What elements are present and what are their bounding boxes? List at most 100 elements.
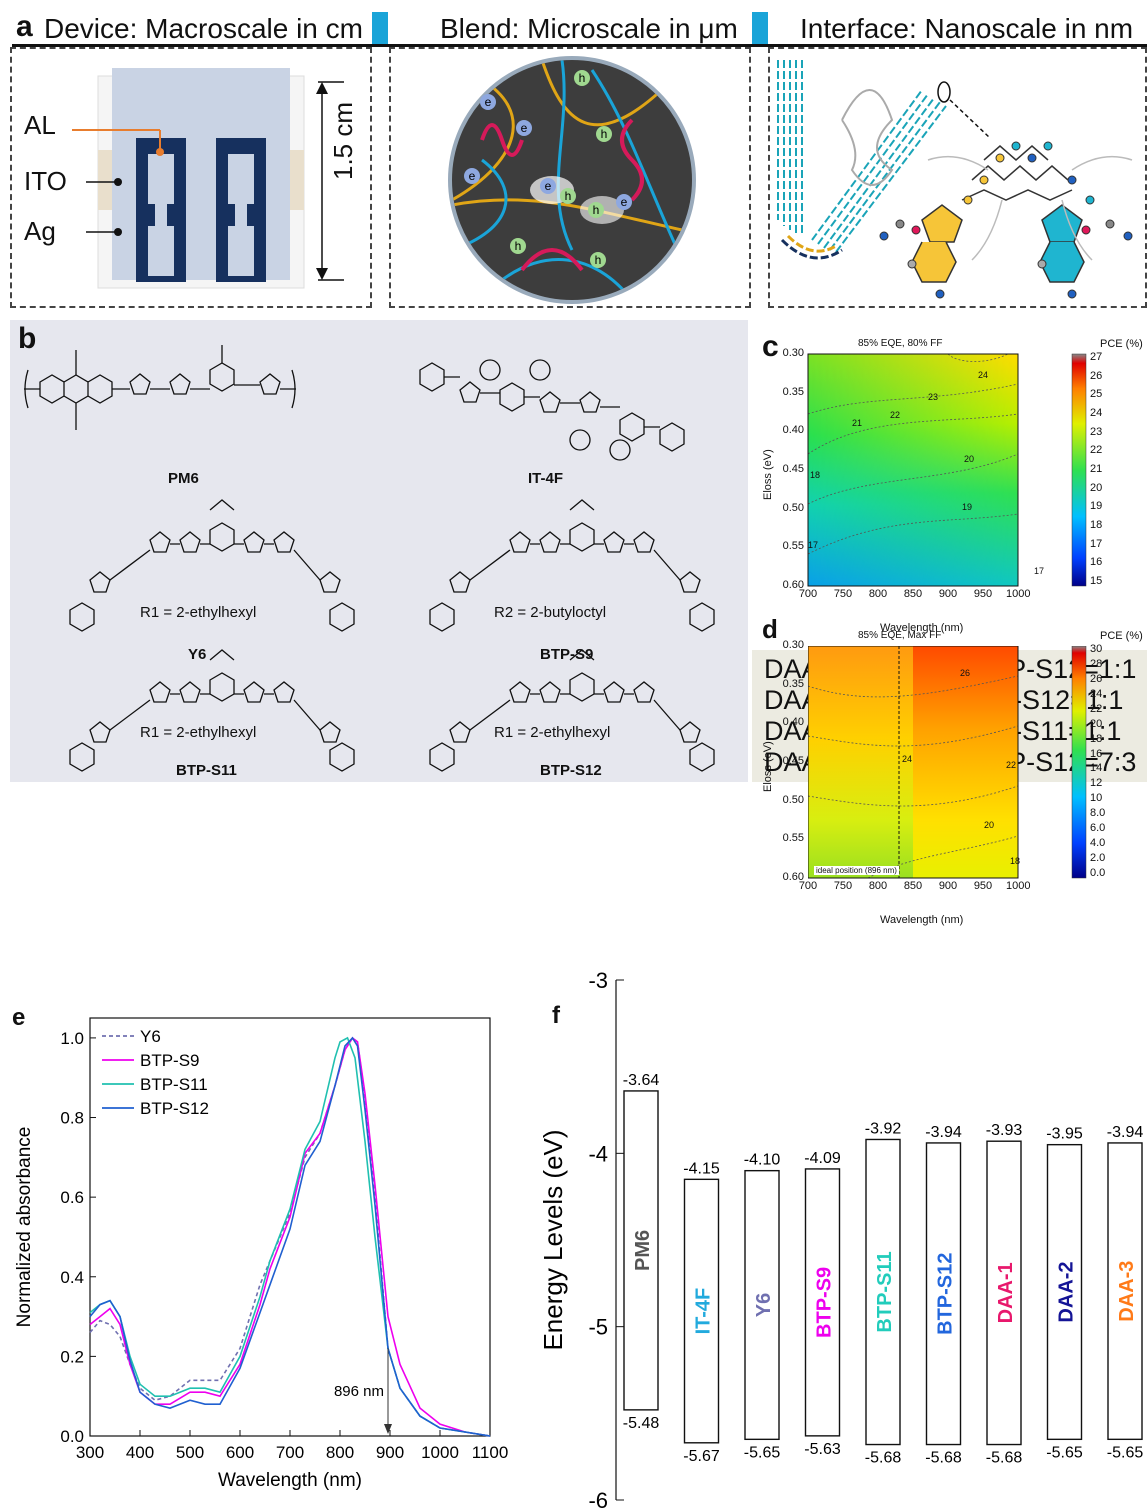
heatmap-bottom-ytick: 0.35 [782, 677, 804, 690]
panel-b-letter: b [18, 322, 37, 355]
heatmap-bottom-xtick: 950 [973, 880, 993, 892]
energy-bar-btp-s9 [804, 1168, 841, 1437]
y-tick-label: -6 [588, 1488, 608, 1512]
heatmap-top-ytick: 0.45 [782, 463, 804, 475]
y-axis-label: Normalized absorbance [14, 1127, 35, 1328]
heatmap-bottom-colorbar-tick: 2.0 [1090, 852, 1106, 865]
heatmap-bottom-colorbar-tick: 24 [1090, 687, 1103, 700]
heatmap-top-colorbar-tick: 27 [1090, 351, 1103, 363]
device-box [10, 47, 372, 308]
heatmap-top-contour-label: 19 [962, 502, 973, 512]
heatmap-top-xlabel: Wavelength (nm) [880, 622, 964, 634]
heatmap-bottom-xlabel: Wavelength (nm) [880, 914, 964, 926]
heatmap-top-xtick: 700 [798, 588, 818, 600]
heatmap-bottom-colorbar-tick: 8.0 [1090, 807, 1106, 820]
heatmap-bottom-colorbar-tick: 0.0 [1090, 867, 1106, 879]
y-axis-label: Energy Levels (eV) [538, 1129, 568, 1350]
molecule-name-pm6: PM6 [168, 470, 199, 487]
heatmap-bottom-ytick: 0.55 [782, 832, 804, 845]
bar-name-label: BTP-S11 [874, 1251, 896, 1332]
electron-label: e [521, 121, 528, 135]
lumo-label: -3.95 [1046, 1126, 1083, 1143]
homo-label: -5.68 [865, 1450, 902, 1467]
heatmap-bottom-ylabel: Eloss (eV) [762, 741, 774, 792]
header-separator [372, 12, 388, 44]
heatmap-bottom-colorbar-tick: 18 [1090, 732, 1103, 745]
heatmap-top-contour-label: 22 [890, 410, 901, 420]
heatmap-top-ytick: 0.50 [782, 501, 804, 514]
molecule-name-it4f: IT-4F [528, 470, 564, 487]
lumo-label: -4.10 [744, 1152, 781, 1169]
panel-a-letter: a [16, 10, 33, 43]
heatmap-top-colorbar-tick: 22 [1090, 444, 1103, 457]
interface-illustration [777, 60, 1133, 299]
homo-label: -5.67 [683, 1448, 720, 1465]
lumo-label: -3.94 [925, 1124, 962, 1141]
heatmap-top-colorbar-tick: 16 [1090, 556, 1103, 569]
y-tick-label: 0.8 [60, 1109, 84, 1128]
bar-name-label: Y6 [753, 1293, 775, 1317]
heatmap-bottom-xtick: 900 [938, 880, 958, 892]
energy-bar-daa-2 [1046, 1143, 1083, 1441]
blend-illustration: e e e e e h h h h h h [448, 56, 696, 304]
heatmap-bottom-ytick: 0.60 [782, 871, 804, 883]
bar-name-label: DAA-1 [995, 1262, 1017, 1323]
energy-level-chart: -3 -4 -5 -6 Energy Levels (eV) -3.64 -5.48 PM6 -… [538, 968, 1143, 1512]
electron-label: e [485, 95, 492, 109]
molecule-name-btps11: BTP-S11 [176, 762, 237, 779]
x-tick-label: 400 [126, 1443, 154, 1462]
heatmap-bottom-colorbar-tick: 10 [1090, 792, 1103, 805]
heatmap-bottom-ytick: 0.30 [782, 639, 804, 651]
heatmap-top-ytick: 0.30 [782, 347, 804, 359]
y-tick-label: 0.0 [60, 1427, 84, 1446]
heatmap-bottom-colorbar-title: PCE (%) [1100, 630, 1143, 642]
homo-label: -5.63 [804, 1441, 841, 1458]
hole-label: h [565, 189, 572, 203]
heatmap-top-colorbar-tick: 21 [1090, 463, 1103, 475]
bar-name-label: BTP-S12 [935, 1253, 957, 1335]
x-axis-label: Wavelength (nm) [218, 1470, 362, 1491]
device-size-label: 1.5 cm [328, 101, 358, 180]
energy-bar-btp-s11 [865, 1138, 901, 1446]
heatmap-bottom-xtick: 850 [903, 880, 923, 892]
heatmap-top-title: 85% EQE, 80% FF [858, 338, 943, 349]
heatmap-bottom-ytick: 0.50 [782, 793, 804, 806]
energy-bar-it-4f [683, 1178, 720, 1444]
heatmap-top-xtick: 1000 [1006, 588, 1031, 600]
interface-box [768, 47, 1147, 308]
heatmap-bottom-xtick: 700 [798, 880, 818, 892]
molecule-substituent-y6: R1 = 2-ethylhexyl [140, 604, 257, 621]
heatmap-top-colorbar-tick: 24 [1090, 407, 1103, 419]
heatmap-top-colorbar-tick: 25 [1090, 388, 1103, 401]
heatmap-bottom-colorbar-tick: 20 [1090, 717, 1103, 730]
heatmap-top-colorbar-tick: 17 [1090, 537, 1103, 550]
y-tick-label: 1.0 [60, 1029, 84, 1048]
heatmap-top-colorbar-tick: 26 [1090, 369, 1103, 382]
device-label-ag: Ag [24, 216, 56, 246]
ideal-position-annotation: ideal position (896 nm) [814, 866, 899, 875]
energy-bar-btp-s12 [925, 1142, 962, 1446]
heatmap-bottom-colorbar-tick: 16 [1090, 747, 1103, 760]
panel-a-header-interface: Interface: Nanoscale in nm [800, 13, 1134, 44]
heatmap-top-colorbar-tick: 20 [1090, 481, 1103, 494]
series-line-y6 [89, 1036, 491, 1437]
annotation-label: 896 nm [334, 1383, 384, 1400]
x-tick-label: 800 [326, 1443, 354, 1462]
heatmap-bottom-colorbar-tick: 30 [1090, 643, 1103, 655]
panel-b-background [10, 320, 748, 782]
heatmap-bottom-colorbar-tick: 6.0 [1090, 822, 1106, 835]
pce-heatmap-top [807, 353, 1087, 587]
heatmap-top-xtick: 850 [903, 588, 923, 600]
header-rule [12, 44, 1147, 47]
heatmap-bottom-xtick: 800 [868, 880, 888, 892]
y-tick-label: 0.4 [60, 1268, 84, 1287]
energy-bar-pm6 [623, 1090, 659, 1411]
legend-label: BTP-S12 [140, 1099, 209, 1118]
device-illustration [72, 68, 344, 289]
energy-bar-daa-3 [1107, 1142, 1143, 1441]
molecule-substituent-btps11: R1 = 2-ethylhexyl [140, 724, 257, 741]
series-line-btp-s12 [89, 1036, 491, 1437]
molecule-substituent-btps9: R2 = 2-butyloctyl [494, 604, 607, 621]
blend-box [389, 47, 751, 308]
heatmap-bottom-colorbar-tick: 14 [1090, 762, 1103, 775]
